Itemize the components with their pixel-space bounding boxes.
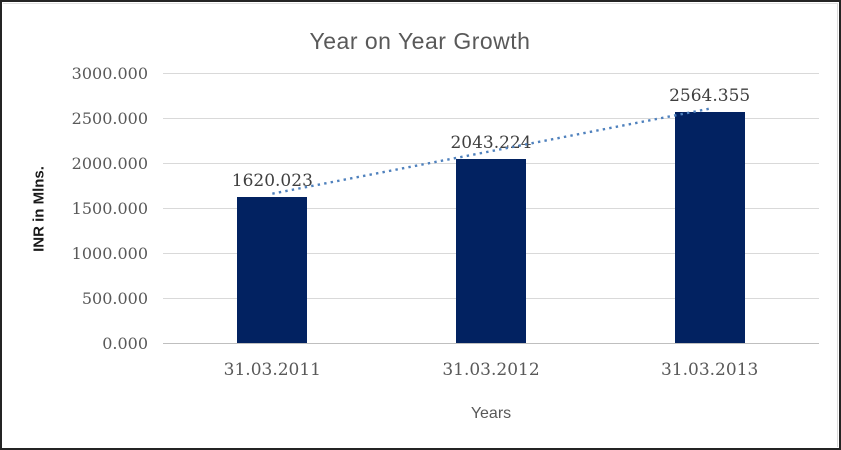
bar-31.03.2012 bbox=[456, 159, 526, 343]
data-label: 2564.355 bbox=[669, 86, 751, 107]
y-tick-label: 0.000 bbox=[102, 334, 148, 353]
x-tick-label: 31.03.2012 bbox=[442, 360, 540, 380]
data-label: 1620.023 bbox=[231, 171, 313, 192]
y-tick-label: 2500.000 bbox=[71, 109, 148, 128]
x-tick-label: 31.03.2011 bbox=[223, 360, 321, 380]
data-label: 2043.224 bbox=[450, 133, 532, 154]
x-axis-title: Years bbox=[470, 405, 512, 422]
plot-area: 1620.023 2043.224 2564.355 bbox=[163, 73, 819, 344]
y-tick-label: 3000.000 bbox=[71, 64, 148, 83]
chart-area: Year on Year Growth INR in Mlns. 3000.00… bbox=[3, 3, 838, 447]
bar-31.03.2011 bbox=[237, 197, 308, 343]
y-tick-label: 1000.000 bbox=[71, 244, 148, 263]
x-axis-line bbox=[163, 343, 819, 344]
bar-31.03.2013 bbox=[674, 112, 745, 343]
y-tick-label: 2000.000 bbox=[71, 154, 148, 173]
gridline bbox=[163, 73, 819, 74]
y-tick-label: 1500.000 bbox=[71, 199, 148, 218]
chart-title: Year on Year Growth bbox=[309, 28, 531, 54]
y-tick-label: 500.000 bbox=[81, 289, 148, 308]
x-tick-label: 31.03.2013 bbox=[660, 360, 759, 380]
